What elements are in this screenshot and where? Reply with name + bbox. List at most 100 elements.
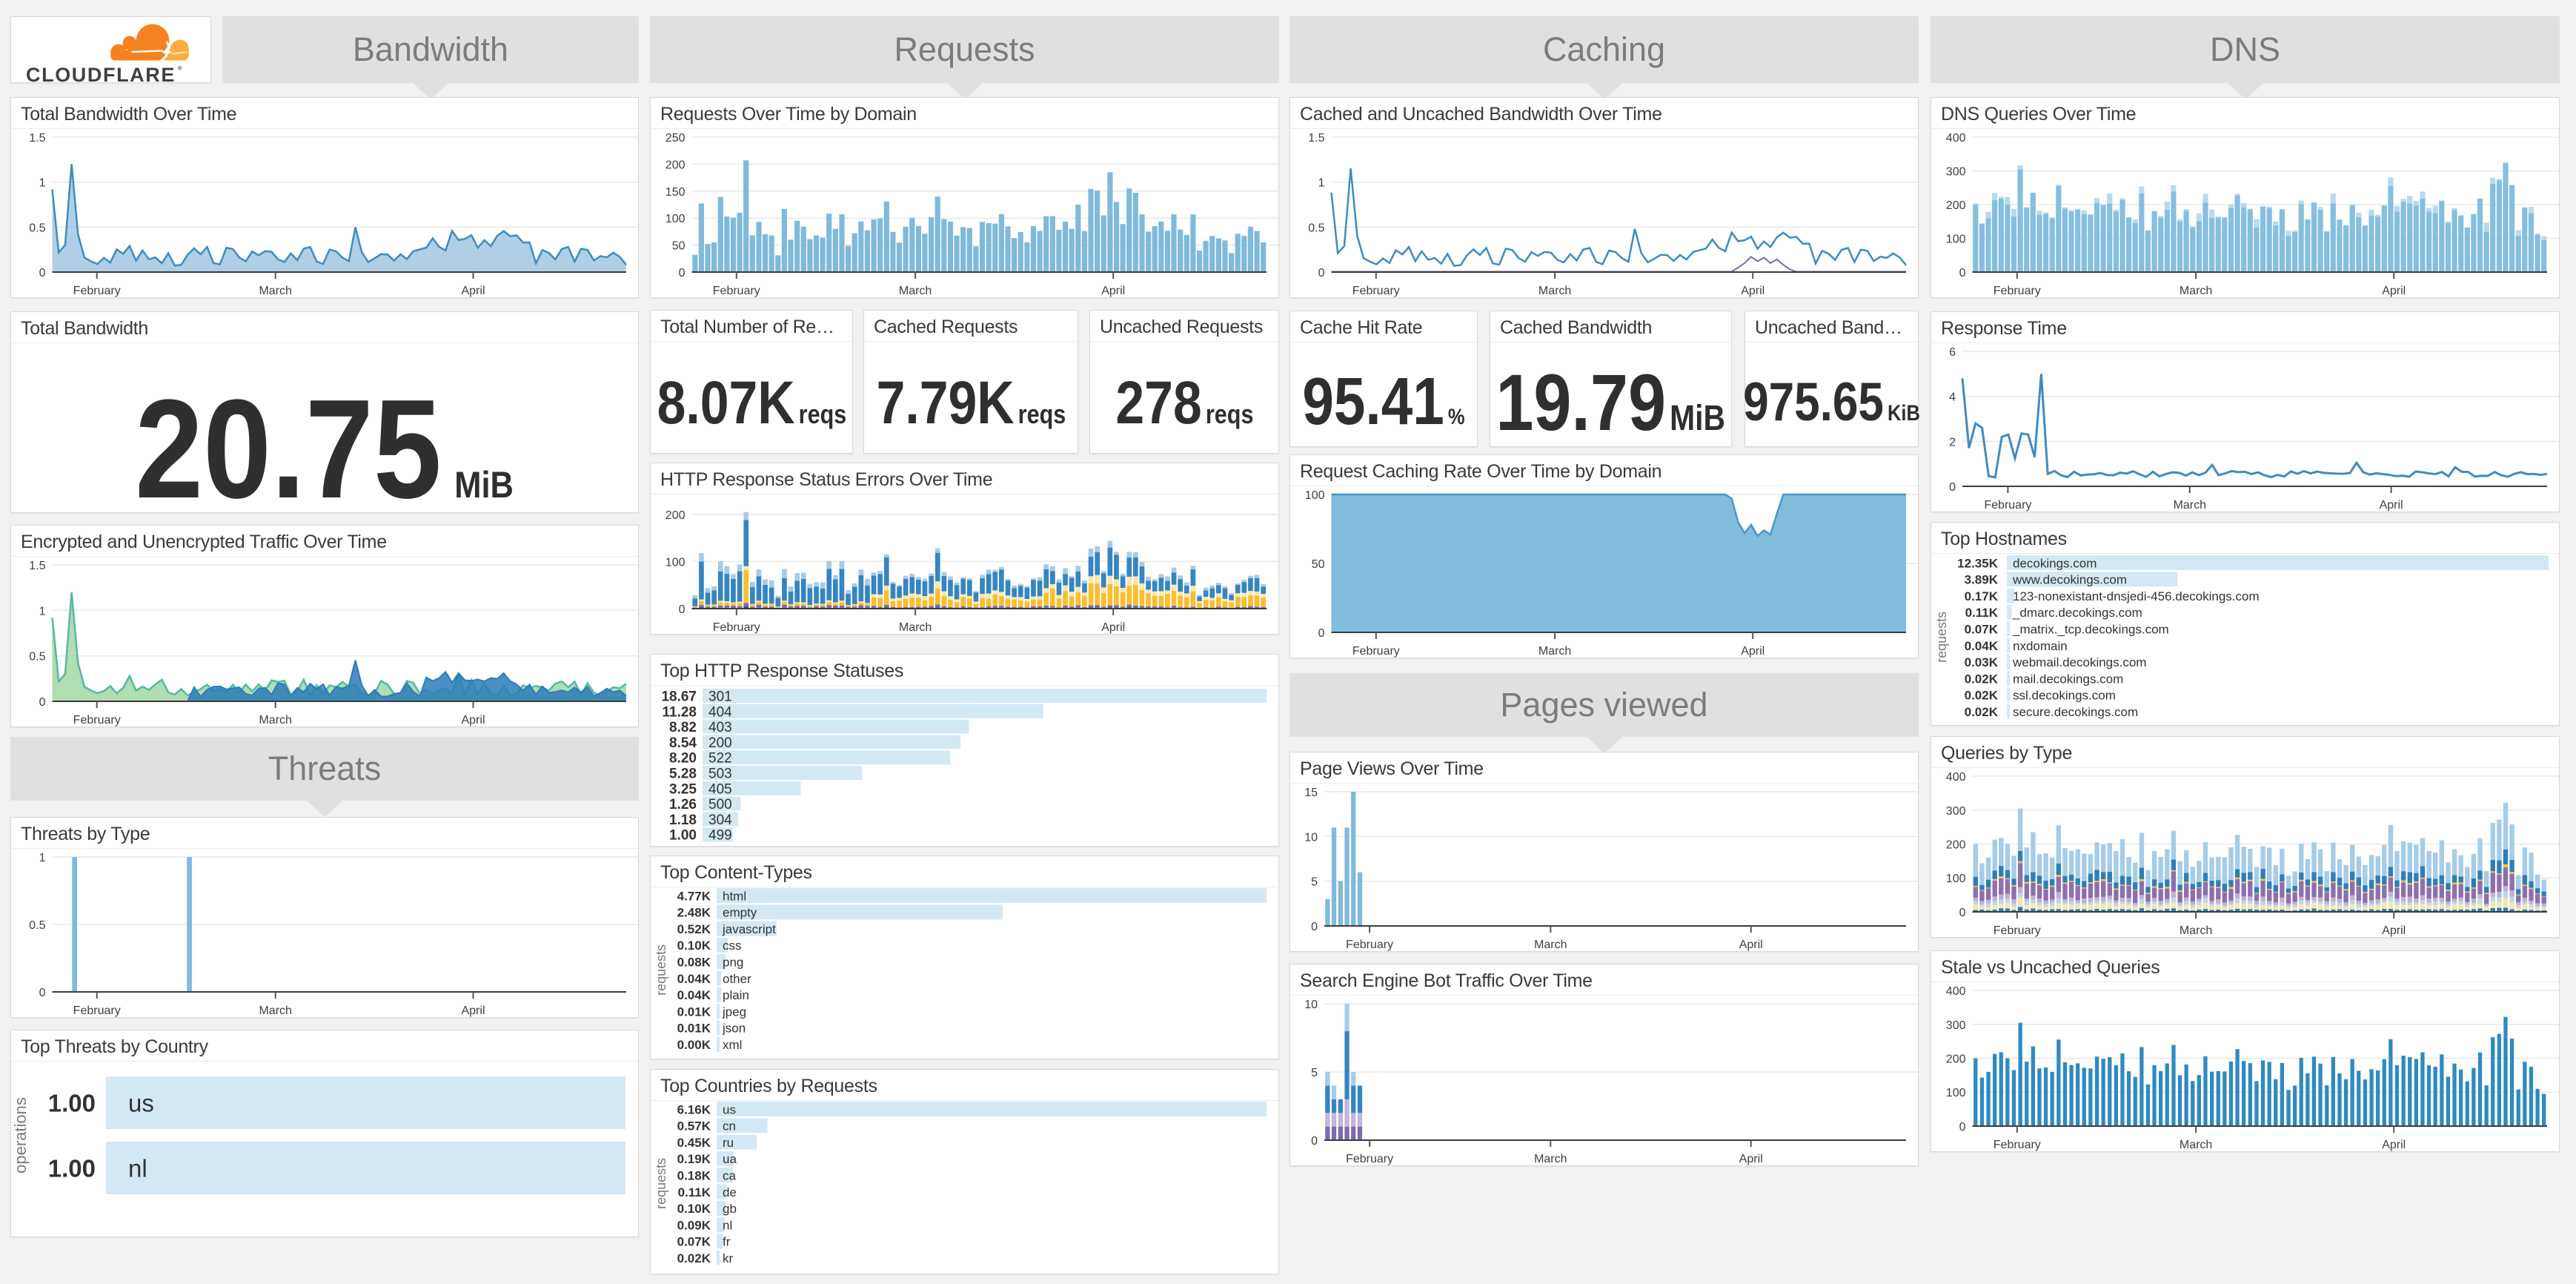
svg-text:0: 0 — [1318, 627, 1325, 640]
svg-text:cn: cn — [723, 1119, 736, 1134]
svg-text:4.77K: 4.77K — [677, 889, 711, 903]
svg-text:0: 0 — [1959, 267, 1966, 279]
svg-text:503: 503 — [708, 767, 732, 782]
svg-text:css: css — [723, 939, 742, 953]
svg-text:April: April — [1741, 645, 1765, 658]
svg-text:gb: gb — [723, 1202, 737, 1216]
svg-text:February: February — [1994, 285, 2041, 297]
svg-text:March: March — [1538, 645, 1571, 658]
svg-text:_matrix._tcp.decokings.com: _matrix._tcp.decokings.com — [2012, 623, 2169, 637]
svg-text:json: json — [722, 1022, 746, 1036]
svg-text:plain: plain — [723, 988, 749, 1002]
svg-text:10: 10 — [1304, 999, 1318, 1011]
svg-text:decokings.com: decokings.com — [2013, 556, 2097, 570]
svg-text:April: April — [461, 285, 485, 297]
svg-text:0.07K: 0.07K — [1965, 623, 1999, 637]
svg-text:403: 403 — [708, 720, 732, 735]
svg-text:requests: requests — [654, 944, 668, 996]
svg-text:javascript: javascript — [722, 922, 776, 936]
svg-text:0.08K: 0.08K — [677, 956, 711, 970]
svg-text:us: us — [723, 1102, 736, 1116]
svg-text:March: March — [1534, 939, 1567, 951]
svg-text:0.04K: 0.04K — [677, 988, 711, 1002]
svg-text:0.02K: 0.02K — [677, 1251, 711, 1265]
svg-text:0.45K: 0.45K — [677, 1136, 711, 1150]
svg-text:100: 100 — [665, 556, 686, 569]
svg-text:CLOUDFLARE: CLOUDFLARE — [26, 64, 176, 83]
svg-text:0: 0 — [39, 267, 46, 279]
svg-text:3.25: 3.25 — [669, 781, 697, 797]
svg-text:6: 6 — [1949, 346, 1956, 359]
svg-text:150: 150 — [665, 186, 686, 199]
svg-text:0.02K: 0.02K — [1965, 705, 1999, 719]
svg-text:xml: xml — [723, 1038, 742, 1052]
svg-text:April: April — [2380, 499, 2403, 512]
svg-text:400: 400 — [1946, 985, 1966, 998]
svg-text:ca: ca — [723, 1169, 737, 1183]
svg-text:April: April — [461, 1005, 485, 1017]
svg-text:February: February — [713, 621, 760, 634]
svg-text:8.54: 8.54 — [669, 735, 697, 751]
svg-text:1: 1 — [39, 605, 46, 618]
svg-text:0.5: 0.5 — [29, 651, 45, 663]
svg-text:5.28: 5.28 — [669, 767, 697, 782]
svg-text:0.5: 0.5 — [29, 919, 45, 932]
svg-text:0: 0 — [1311, 1135, 1318, 1148]
svg-text:April: April — [2382, 285, 2406, 297]
svg-text:15: 15 — [1304, 787, 1318, 799]
svg-text:April: April — [1101, 285, 1125, 297]
svg-text:2: 2 — [1949, 436, 1956, 449]
svg-text:400: 400 — [1946, 771, 1966, 784]
svg-text:1.18: 1.18 — [669, 813, 697, 828]
svg-text:March: March — [2174, 499, 2206, 512]
svg-text:0.11K: 0.11K — [678, 1185, 711, 1199]
svg-text:12.35K: 12.35K — [1957, 556, 1999, 570]
svg-text:operations: operations — [11, 1097, 30, 1174]
svg-text:0.5: 0.5 — [1308, 222, 1324, 234]
svg-text:0: 0 — [1318, 267, 1325, 279]
svg-text:0.57K: 0.57K — [677, 1119, 711, 1134]
svg-text:February: February — [713, 285, 760, 297]
svg-text:kr: kr — [723, 1251, 734, 1265]
svg-text:February: February — [1352, 645, 1400, 658]
svg-text:0.18K: 0.18K — [677, 1169, 711, 1183]
svg-text:mail.decokings.com: mail.decokings.com — [2013, 672, 2123, 686]
svg-text:0.17K: 0.17K — [1965, 589, 1999, 603]
svg-text:requests: requests — [654, 1158, 668, 1209]
svg-text:png: png — [723, 956, 743, 970]
svg-text:11.28: 11.28 — [663, 704, 697, 720]
svg-text:0.03K: 0.03K — [1965, 655, 1999, 669]
svg-text:250: 250 — [665, 132, 686, 145]
svg-text:other: other — [723, 972, 751, 986]
svg-text:300: 300 — [1946, 1019, 1966, 1032]
svg-text:ssl.decokings.com: ssl.decokings.com — [2013, 689, 2116, 703]
svg-text:0.52K: 0.52K — [677, 922, 711, 936]
svg-text:500: 500 — [708, 797, 732, 813]
svg-text:50: 50 — [1312, 558, 1325, 571]
svg-text:March: March — [259, 1005, 291, 1017]
svg-text:secure.decokings.com: secure.decokings.com — [2013, 705, 2138, 719]
svg-text:March: March — [2180, 285, 2212, 297]
svg-text:February: February — [73, 714, 121, 727]
svg-text:jpeg: jpeg — [722, 1005, 746, 1019]
svg-text:405: 405 — [708, 781, 732, 797]
svg-text:®: ® — [178, 65, 182, 72]
svg-text:empty: empty — [723, 906, 757, 920]
svg-text:200: 200 — [1946, 199, 1966, 212]
svg-text:February: February — [1994, 924, 2041, 937]
svg-text:2.48K: 2.48K — [677, 906, 711, 920]
svg-text:April: April — [2382, 924, 2406, 937]
svg-text:6.16K: 6.16K — [677, 1102, 711, 1116]
svg-text:February: February — [1984, 499, 2031, 512]
svg-text:400: 400 — [1946, 132, 1966, 145]
svg-text:March: March — [1538, 285, 1571, 297]
svg-text:April: April — [1101, 621, 1125, 634]
svg-text:100: 100 — [665, 213, 686, 225]
svg-text:de: de — [723, 1185, 737, 1199]
svg-text:February: February — [1346, 939, 1393, 951]
svg-text:300: 300 — [1946, 166, 1966, 179]
svg-text:1: 1 — [39, 177, 46, 190]
svg-text:1.5: 1.5 — [29, 560, 45, 572]
svg-text:522: 522 — [708, 751, 732, 767]
svg-text:301: 301 — [708, 689, 732, 705]
